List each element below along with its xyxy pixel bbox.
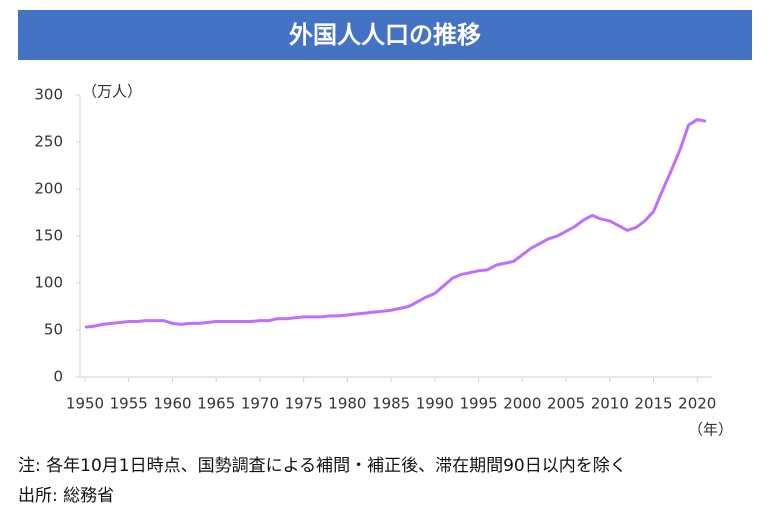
y-unit: （万人） [82, 83, 142, 101]
x-tick-label: 1970 [241, 395, 279, 413]
source: 出所: 総務省 [18, 486, 114, 506]
x-tick-label: 1980 [328, 395, 366, 413]
title-banner [18, 10, 752, 60]
x-tick-label: 2015 [634, 395, 672, 413]
y-tick-label: 150 [34, 227, 63, 245]
x-tick-label: 1995 [459, 395, 497, 413]
y-tick-label: 200 [34, 180, 63, 198]
x-tick-label: 1950 [66, 395, 104, 413]
y-tick-label: 250 [34, 133, 63, 151]
x-tick-label: 1960 [153, 395, 191, 413]
x-unit: （年） [688, 421, 733, 439]
y-tick-label: 100 [34, 274, 63, 292]
x-tick-label: 2020 [678, 395, 716, 413]
chart-title: 外国人人口の推移 [289, 21, 481, 49]
x-tick-label: 1990 [416, 395, 454, 413]
x-tick-label: 2000 [503, 395, 541, 413]
x-tick-label: 2010 [591, 395, 629, 413]
data-line [84, 117, 707, 329]
y-tick-label: 0 [53, 368, 63, 386]
x-tick-label: 1975 [285, 395, 323, 413]
y-tick-label: 50 [44, 321, 63, 339]
y-tick-label: 300 [34, 86, 63, 104]
note: 注: 各年10月1日時点、国勢調査による補間・補正後、滞在期間90日以内を除く [18, 456, 627, 476]
x-tick-label: 2005 [547, 395, 585, 413]
x-tick-label: 1985 [372, 395, 410, 413]
x-tick-label: 1965 [197, 395, 235, 413]
x-tick-label: 1955 [110, 395, 148, 413]
